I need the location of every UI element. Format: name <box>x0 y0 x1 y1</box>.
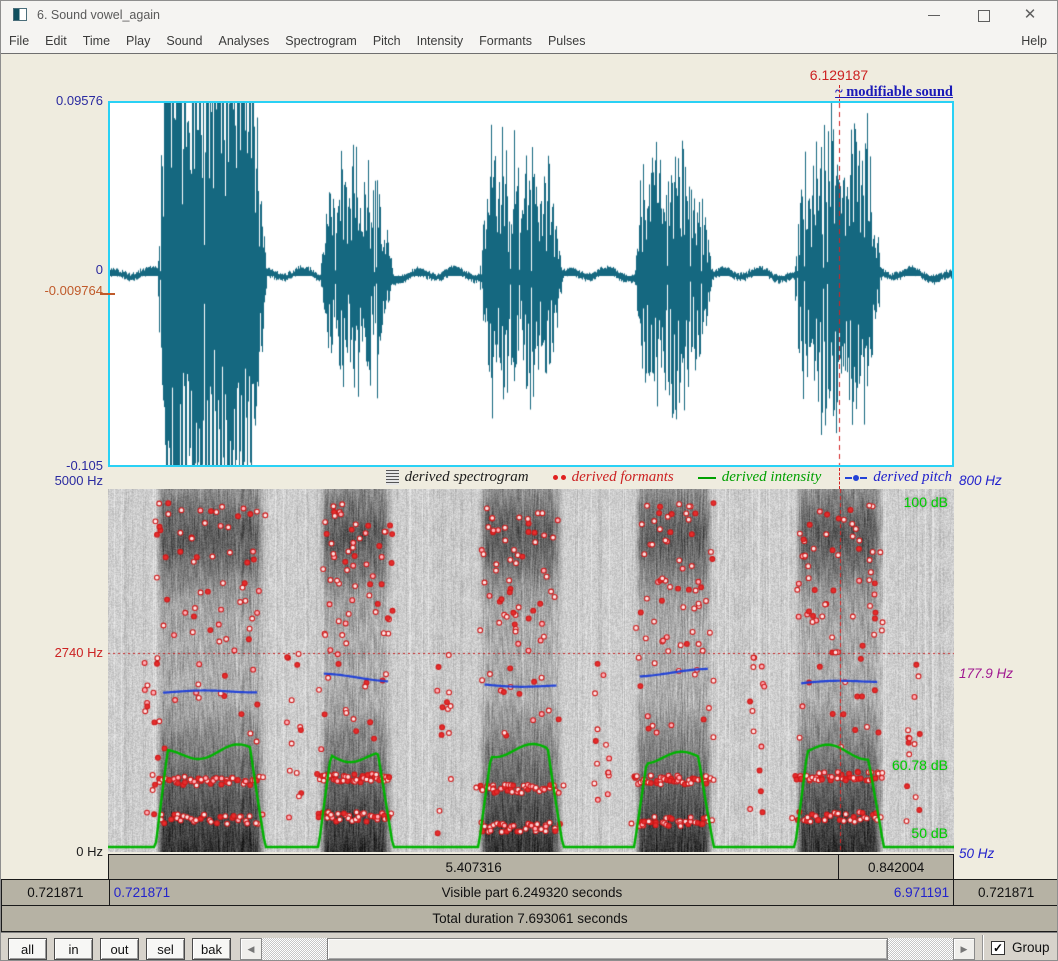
selection-time-row: 5.407316 0.842004 <box>108 854 954 880</box>
visible-part-row: 0.721871 0.721871 Visible part 6.249320 … <box>1 879 1057 906</box>
scrollbar-track[interactable] <box>262 938 953 960</box>
menu-time[interactable]: Time <box>82 34 111 48</box>
menu-bar: File Edit Time Play Sound Analyses Spect… <box>1 29 1057 54</box>
menu-pulses[interactable]: Pulses <box>547 34 586 48</box>
amplitude-cursor-tick <box>100 293 115 295</box>
zoom-back-button[interactable]: bak <box>192 938 231 960</box>
menu-formants[interactable]: Formants <box>479 34 532 48</box>
cursor-time-label: 6.129187 <box>809 67 869 83</box>
visible-start-time: 0.721871 <box>113 885 171 900</box>
visible-part-label: Visible part 6.249320 seconds <box>441 885 623 900</box>
close-icon: ✕ <box>1023 6 1037 23</box>
intensity-line-icon <box>697 476 716 479</box>
play-bar-visible-part[interactable]: 0.721871 Visible part 6.249320 seconds 6… <box>108 880 953 905</box>
legend-formants: derived formants <box>552 469 674 486</box>
menu-pitch[interactable]: Pitch <box>372 34 401 48</box>
play-bar-cursor-to-end[interactable]: 0.842004 <box>838 855 953 879</box>
formant-dots-icon <box>552 475 566 480</box>
spectrogram-canvas[interactable] <box>108 489 954 852</box>
minimize-icon <box>928 15 940 17</box>
total-duration-row[interactable]: Total duration 7.693061 seconds <box>1 905 1057 932</box>
menu-play[interactable]: Play <box>126 34 151 48</box>
zoom-all-button[interactable]: all <box>8 938 47 960</box>
zoom-selection-button[interactable]: sel <box>146 938 185 960</box>
left-arrow-icon: ◀ <box>247 943 255 954</box>
visible-end-time: 6.971191 <box>893 885 950 900</box>
pitch-at-cursor-label: 177.9 Hz <box>959 666 1014 681</box>
pitch-max-label: 800 Hz <box>959 473 1002 488</box>
total-duration-label: Total duration 7.693061 seconds <box>432 911 628 926</box>
pitch-line-icon <box>845 474 868 481</box>
analysis-legend: derived spectrogram derived formants der… <box>108 467 954 488</box>
intensity-max-label: 100 dB <box>903 494 948 510</box>
modifiable-sound-label: ~ modifiable sound <box>835 84 953 100</box>
frequency-max-label: 5000 Hz <box>54 473 103 488</box>
menu-analyses[interactable]: Analyses <box>218 34 270 48</box>
menu-sound[interactable]: Sound <box>166 34 203 48</box>
maximize-button[interactable] <box>967 1 1001 29</box>
legend-spectrogram: derived spectrogram <box>385 469 529 486</box>
maximize-icon <box>978 9 990 22</box>
scrollbar-thumb[interactable] <box>327 938 888 960</box>
bottom-control-bar: all in out sel bak ◀ ▶ ✓ Group <box>1 932 1057 960</box>
cursor-line-upper <box>839 85 840 102</box>
amplitude-zero-label: 0 <box>95 262 103 277</box>
menu-intensity[interactable]: Intensity <box>416 34 464 48</box>
group-checkbox[interactable]: ✓ <box>991 941 1005 955</box>
legend-intensity: derived intensity <box>697 469 821 486</box>
checkmark-icon: ✓ <box>992 941 1004 955</box>
zoom-in-button[interactable]: in <box>54 938 93 960</box>
cursor-line-between-panels <box>839 468 840 489</box>
time-before-window[interactable]: 0.721871 <box>27 885 84 900</box>
app-icon <box>13 8 27 21</box>
spectrogram-panel: 100 dB 60.78 dB 50 dB <box>108 489 954 852</box>
window-title: 6. Sound vowel_again <box>37 8 161 22</box>
zoom-out-button[interactable]: out <box>100 938 139 960</box>
pitch-min-label: 50 Hz <box>959 846 995 861</box>
minimize-button[interactable] <box>917 1 951 29</box>
menu-edit[interactable]: Edit <box>45 34 67 48</box>
amplitude-max-label: 0.09576 <box>56 93 103 108</box>
menu-file[interactable]: File <box>9 34 30 48</box>
scrollbar-left-arrow[interactable]: ◀ <box>240 938 262 960</box>
intensity-min-label: 50 dB <box>911 825 948 841</box>
frequency-at-cursor-label: 2740 Hz <box>54 645 103 660</box>
frequency-min-label: 0 Hz <box>76 844 103 859</box>
group-separator <box>982 935 984 960</box>
menu-spectrogram[interactable]: Spectrogram <box>285 34 357 48</box>
close-button[interactable]: ✕ <box>1013 1 1047 29</box>
title-bar: 6. Sound vowel_again ✕ <box>1 1 1057 29</box>
scrollbar-right-arrow[interactable]: ▶ <box>953 938 975 960</box>
waveform-canvas[interactable] <box>110 103 952 465</box>
amplitude-at-cursor-label: -0.009764 <box>44 283 103 298</box>
time-after-window[interactable]: 0.721871 <box>953 880 1057 905</box>
right-arrow-icon: ▶ <box>960 943 968 954</box>
amplitude-min-label: -0.105 <box>66 458 103 473</box>
intensity-at-cursor-label: 60.78 dB <box>891 757 948 773</box>
spectrogram-swatch-icon <box>385 470 399 485</box>
group-label: Group <box>1012 940 1050 955</box>
waveform-panel <box>108 101 954 467</box>
menu-help[interactable]: Help <box>1021 34 1047 48</box>
legend-pitch: derived pitch <box>845 469 952 486</box>
play-bar-start-to-cursor[interactable]: 5.407316 <box>445 859 502 875</box>
